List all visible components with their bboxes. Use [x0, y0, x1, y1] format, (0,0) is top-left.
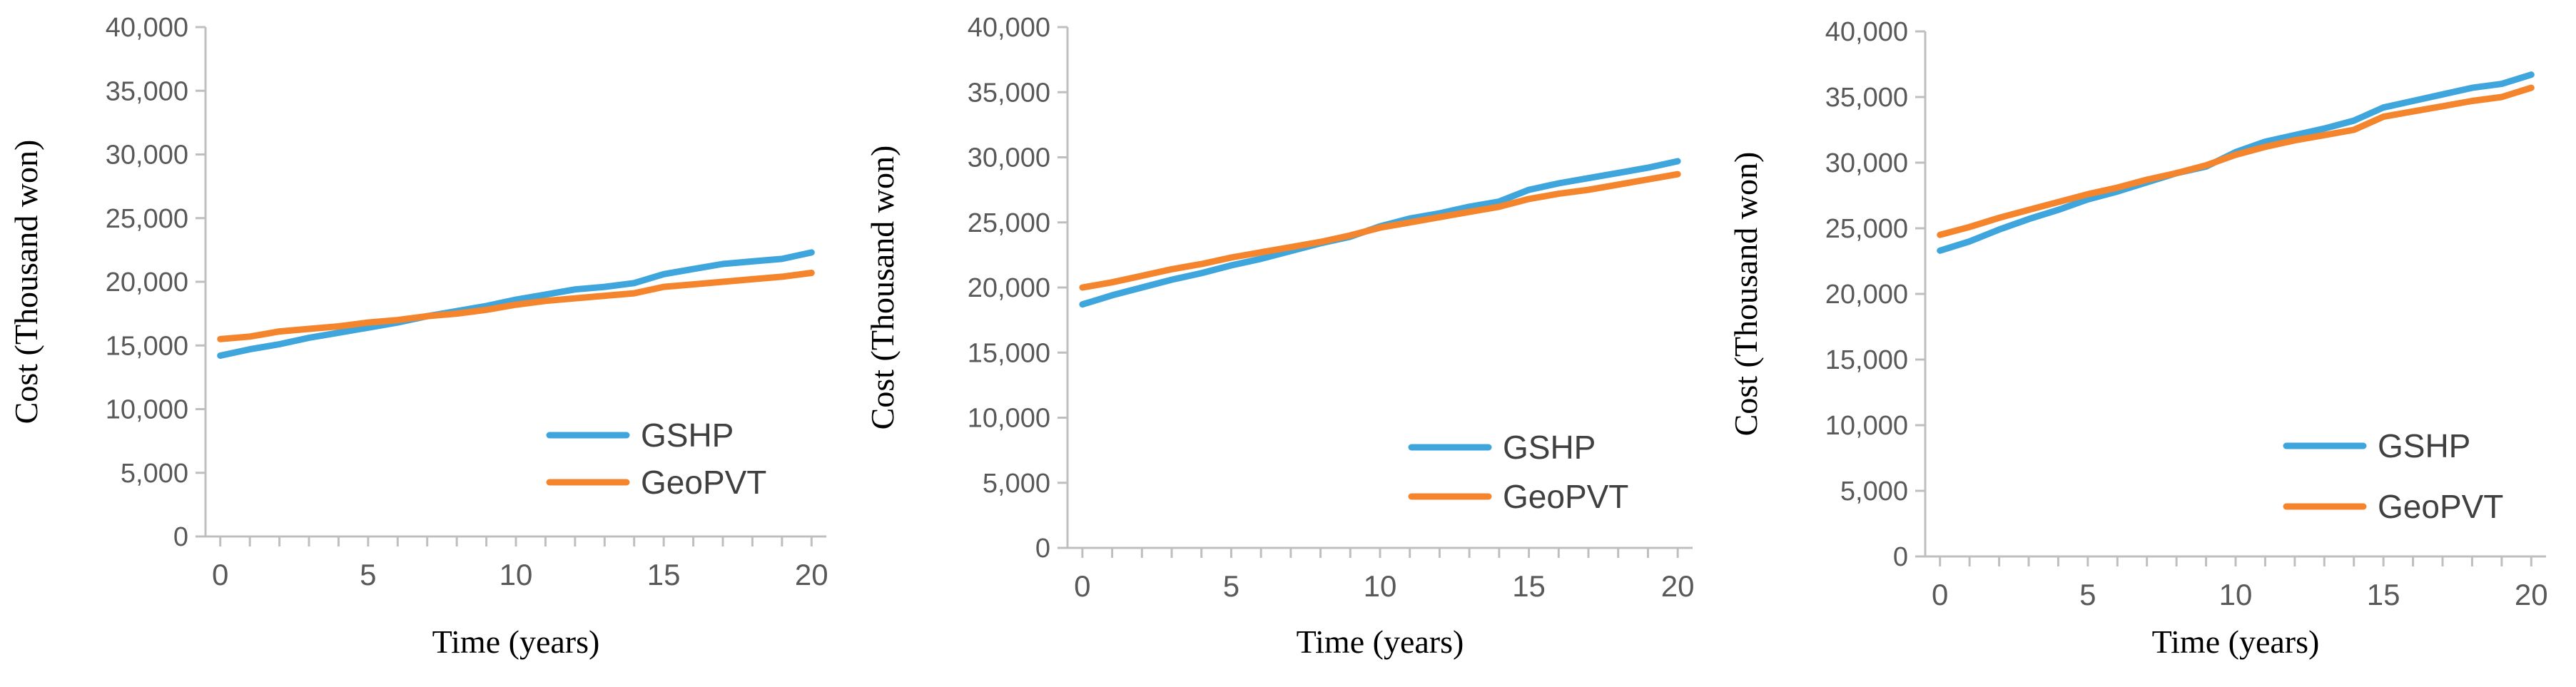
chart1-xtick-label: 5 — [360, 558, 376, 591]
chart2-y-axis-title: Cost (Thousand won) — [864, 146, 901, 430]
chart3-series-geopvt-line — [1937, 84, 2535, 238]
chart2-series-geopvt-line — [1079, 171, 1681, 291]
chart2-series-gshp-line — [1079, 158, 1681, 308]
chart2-xtick-label: 5 — [1223, 569, 1239, 603]
chart3-ytick-label: 35,000 — [1825, 83, 1908, 113]
chart2-ytick-label: 25,000 — [968, 208, 1050, 238]
chart1-ytick-label: 25,000 — [106, 204, 188, 234]
chart1-ytick-label: 0 — [173, 522, 188, 552]
chart2-ytick-label: 30,000 — [968, 143, 1050, 173]
chart2-svg: 0 5,000 10,000 15,000 20,000 25,000 30,000 35,0… — [864, 13, 1695, 660]
chart3-legend-label-geopvt: GeoPVT — [2378, 488, 2503, 525]
chart2-legend-label-geopvt: GeoPVT — [1503, 478, 1628, 515]
chart2-xtick-label: 0 — [1074, 569, 1090, 603]
chart3-xtick-label: 10 — [2219, 578, 2253, 611]
chart3-xtick-label: 20 — [2515, 578, 2548, 611]
chart1-ytick-label: 40,000 — [106, 13, 188, 43]
chart1-ytick-label: 10,000 — [106, 395, 188, 425]
chart3-ytick-label: 30,000 — [1825, 148, 1908, 178]
chart1-ytick-label: 35,000 — [106, 76, 188, 106]
chart3-y-axis-title: Cost (Thousand won) — [1728, 152, 1764, 437]
chart1-ytick-label: 30,000 — [106, 141, 188, 171]
chart1-series-geopvt-line — [217, 270, 815, 342]
chart2-x-axis-title: Time (years) — [1297, 624, 1464, 660]
chart2-ytick-label: 0 — [1035, 534, 1050, 564]
chart3-ytick-label: 10,000 — [1825, 411, 1908, 441]
chart3-ytick-label: 20,000 — [1825, 280, 1908, 310]
chart2-ytick-label: 20,000 — [968, 273, 1050, 303]
chart2-xtick-label: 10 — [1364, 569, 1397, 603]
chart2-ytick-label: 5,000 — [983, 469, 1050, 499]
chart2-ytick-label: 35,000 — [968, 78, 1050, 108]
chart3-series-gshp-line — [1937, 71, 2535, 254]
chart3-xtick-label: 15 — [2367, 578, 2400, 611]
chart3-ytick-label: 15,000 — [1825, 345, 1908, 375]
chart1-ytick-label: 15,000 — [106, 331, 188, 361]
chart3-ytick-label: 5,000 — [1840, 477, 1908, 507]
chart1-ytick-label: 20,000 — [106, 268, 188, 297]
chart1-y-axis-title: Cost (Thousand won) — [8, 140, 44, 424]
chart3-xtick-label: 5 — [2079, 578, 2096, 611]
chart1-xtick-label: 20 — [795, 558, 828, 591]
chart2-ytick-label: 15,000 — [968, 338, 1050, 368]
chart2-legend-label-gshp: GSHP — [1503, 429, 1596, 466]
chart-panel-1: 0 5,000 10,000 15,000 20,000 25,000 30,000 35,0… — [0, 0, 856, 687]
chart2-ytick-label: 40,000 — [968, 13, 1050, 43]
chart1-xtick-label: 0 — [212, 558, 228, 591]
chart1-svg: 0 5,000 10,000 15,000 20,000 25,000 30,000 35,0… — [8, 13, 828, 660]
chart3-legend-label-gshp: GSHP — [2378, 427, 2470, 464]
chart1-xtick-label: 15 — [647, 558, 681, 591]
chart2-xtick-label: 15 — [1512, 569, 1546, 603]
chart1-legend-label-geopvt: GeoPVT — [641, 464, 766, 501]
chart3-ytick-label: 25,000 — [1825, 214, 1908, 244]
chart1-xtick-label: 10 — [500, 558, 533, 591]
chart-panel-3: 0 5,000 10,000 15,000 20,000 25,000 30,000 35,0… — [1720, 0, 2576, 687]
chart2-xtick-label: 20 — [1661, 569, 1695, 603]
chart1-series-gshp-line — [217, 249, 815, 359]
chart1-x-axis-title: Time (years) — [432, 624, 600, 660]
chart3-ytick-label: 40,000 — [1825, 17, 1908, 47]
chart3-x-axis-title: Time (years) — [2152, 624, 2320, 660]
chart-panel-2: 0 5,000 10,000 15,000 20,000 25,000 30,000 35,0… — [856, 0, 1720, 687]
chart3-svg: 0 5,000 10,000 15,000 20,000 25,000 30,000 35,0… — [1728, 17, 2548, 660]
chart2-ytick-label: 10,000 — [968, 404, 1050, 434]
chart3-xtick-label: 0 — [1932, 578, 1948, 611]
chart1-ytick-label: 5,000 — [121, 459, 188, 489]
chart3-ytick-label: 0 — [1893, 542, 1908, 572]
chart1-legend-label-gshp: GSHP — [641, 417, 734, 454]
